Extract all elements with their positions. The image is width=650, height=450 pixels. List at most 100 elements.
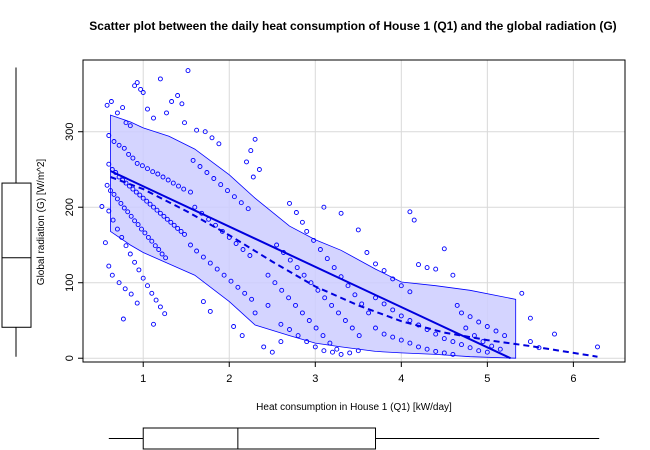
data-point <box>145 166 150 172</box>
data-point <box>250 174 256 180</box>
data-point <box>278 339 284 345</box>
data-point <box>164 110 169 116</box>
data-point <box>347 350 353 356</box>
data-point <box>373 325 378 331</box>
data-point <box>179 101 185 107</box>
data-point <box>123 120 129 126</box>
data-point <box>252 310 258 316</box>
data-point <box>416 262 421 268</box>
data-point <box>411 217 417 223</box>
data-point <box>433 348 439 354</box>
data-point <box>238 200 244 206</box>
data-point <box>118 200 124 206</box>
data-point <box>416 344 421 350</box>
data-point <box>150 169 156 175</box>
data-point <box>279 287 285 293</box>
data-point <box>139 226 144 232</box>
data-point <box>239 333 245 339</box>
data-point <box>459 342 464 348</box>
data-point <box>489 343 495 349</box>
data-point <box>116 280 122 286</box>
data-point <box>519 290 525 296</box>
data-point <box>119 234 125 240</box>
data-point <box>245 206 251 212</box>
data-point <box>204 170 210 175</box>
data-point <box>338 210 344 216</box>
linear-fit-line <box>110 170 512 360</box>
data-point <box>165 177 171 183</box>
data-point <box>433 331 439 337</box>
data-point <box>261 344 267 350</box>
data-point <box>122 286 128 292</box>
data-point <box>130 155 136 161</box>
data-point <box>256 167 262 172</box>
data-point <box>197 164 203 169</box>
data-point <box>168 219 174 225</box>
y-axis-label: Global radiation (G) [W/m^2] <box>36 159 47 286</box>
confidence-band <box>110 114 517 359</box>
data-point <box>121 205 127 211</box>
data-point <box>552 331 557 337</box>
data-point <box>207 260 213 266</box>
data-point <box>160 174 166 180</box>
data-point <box>154 207 160 213</box>
data-point <box>484 349 490 355</box>
data-point <box>233 241 239 246</box>
data-point <box>480 339 486 345</box>
x-tick-label: 2 <box>226 373 232 385</box>
data-point <box>132 259 138 265</box>
data-point <box>104 182 110 188</box>
data-point <box>120 316 126 322</box>
data-point <box>527 339 533 345</box>
data-point <box>274 242 280 248</box>
data-point <box>188 242 193 248</box>
data-point <box>134 300 140 306</box>
data-point <box>306 318 312 323</box>
data-point <box>299 310 305 316</box>
data-point <box>188 189 193 195</box>
data-point <box>342 318 348 323</box>
data-point <box>450 272 456 278</box>
data-point <box>228 278 234 284</box>
data-point <box>104 102 110 108</box>
data-point <box>286 295 292 301</box>
x-tick-label: 1 <box>140 373 146 385</box>
data-point <box>132 83 138 89</box>
data-point <box>355 227 361 233</box>
data-point <box>140 90 146 95</box>
data-point <box>450 351 456 357</box>
data-point <box>322 295 328 301</box>
data-point <box>127 251 133 257</box>
data-point <box>114 110 120 116</box>
data-point <box>331 265 337 271</box>
data-point <box>130 186 136 192</box>
data-point <box>106 133 112 138</box>
data-point <box>249 296 255 302</box>
data-point <box>327 340 333 346</box>
data-point <box>147 201 153 207</box>
y-tick-label: 100 <box>64 274 76 292</box>
data-point <box>110 217 116 223</box>
data-point <box>111 191 117 197</box>
data-point <box>352 292 358 298</box>
data-point <box>484 324 490 329</box>
data-point <box>235 284 241 290</box>
data-point <box>140 275 146 281</box>
data-point <box>138 86 144 92</box>
data-point <box>441 350 447 356</box>
data-point <box>312 344 318 350</box>
data-point <box>265 302 271 308</box>
data-point <box>356 333 362 339</box>
data-point <box>349 325 355 331</box>
data-point <box>355 348 361 354</box>
data-point <box>149 238 155 244</box>
data-point <box>390 334 396 340</box>
data-point <box>313 325 319 331</box>
data-point <box>209 135 215 141</box>
data-point <box>128 213 134 219</box>
data-point <box>317 247 323 252</box>
data-point <box>441 336 447 342</box>
data-point <box>134 80 140 86</box>
data-point <box>108 99 114 104</box>
data-point <box>211 176 217 181</box>
